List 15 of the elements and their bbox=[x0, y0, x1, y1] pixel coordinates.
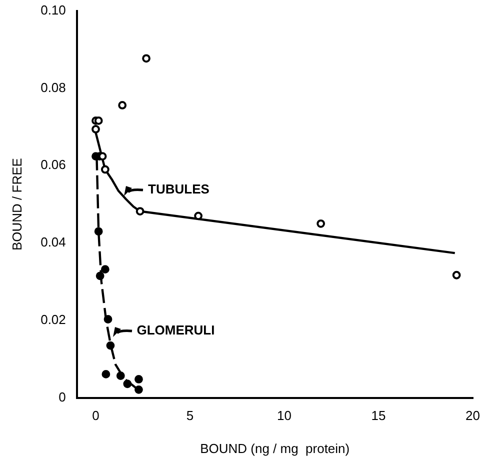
x-tick-label: 20 bbox=[466, 408, 480, 424]
y-tick-label: 0 bbox=[58, 389, 66, 404]
y-tick-label: 0.10 bbox=[40, 2, 66, 18]
annotation: TUBULES bbox=[148, 181, 210, 196]
annotation: GLOMERULI bbox=[136, 322, 215, 338]
x-tick-label: 5 bbox=[186, 408, 194, 424]
x-tick-label: 10 bbox=[277, 408, 292, 424]
x-tick-label: 0 bbox=[92, 408, 100, 424]
y-tick-label: 0.02 bbox=[40, 312, 66, 327]
y-tick-label: 0.04 bbox=[40, 234, 66, 250]
y-tick-label: 0.08 bbox=[40, 80, 66, 95]
y-axis-title: BOUND / FREE bbox=[9, 158, 24, 251]
y-tick-label: 0.06 bbox=[40, 157, 66, 172]
x-axis-title: BOUND (ng / mg protein) bbox=[200, 440, 350, 456]
x-tick-label: 15 bbox=[371, 408, 386, 424]
